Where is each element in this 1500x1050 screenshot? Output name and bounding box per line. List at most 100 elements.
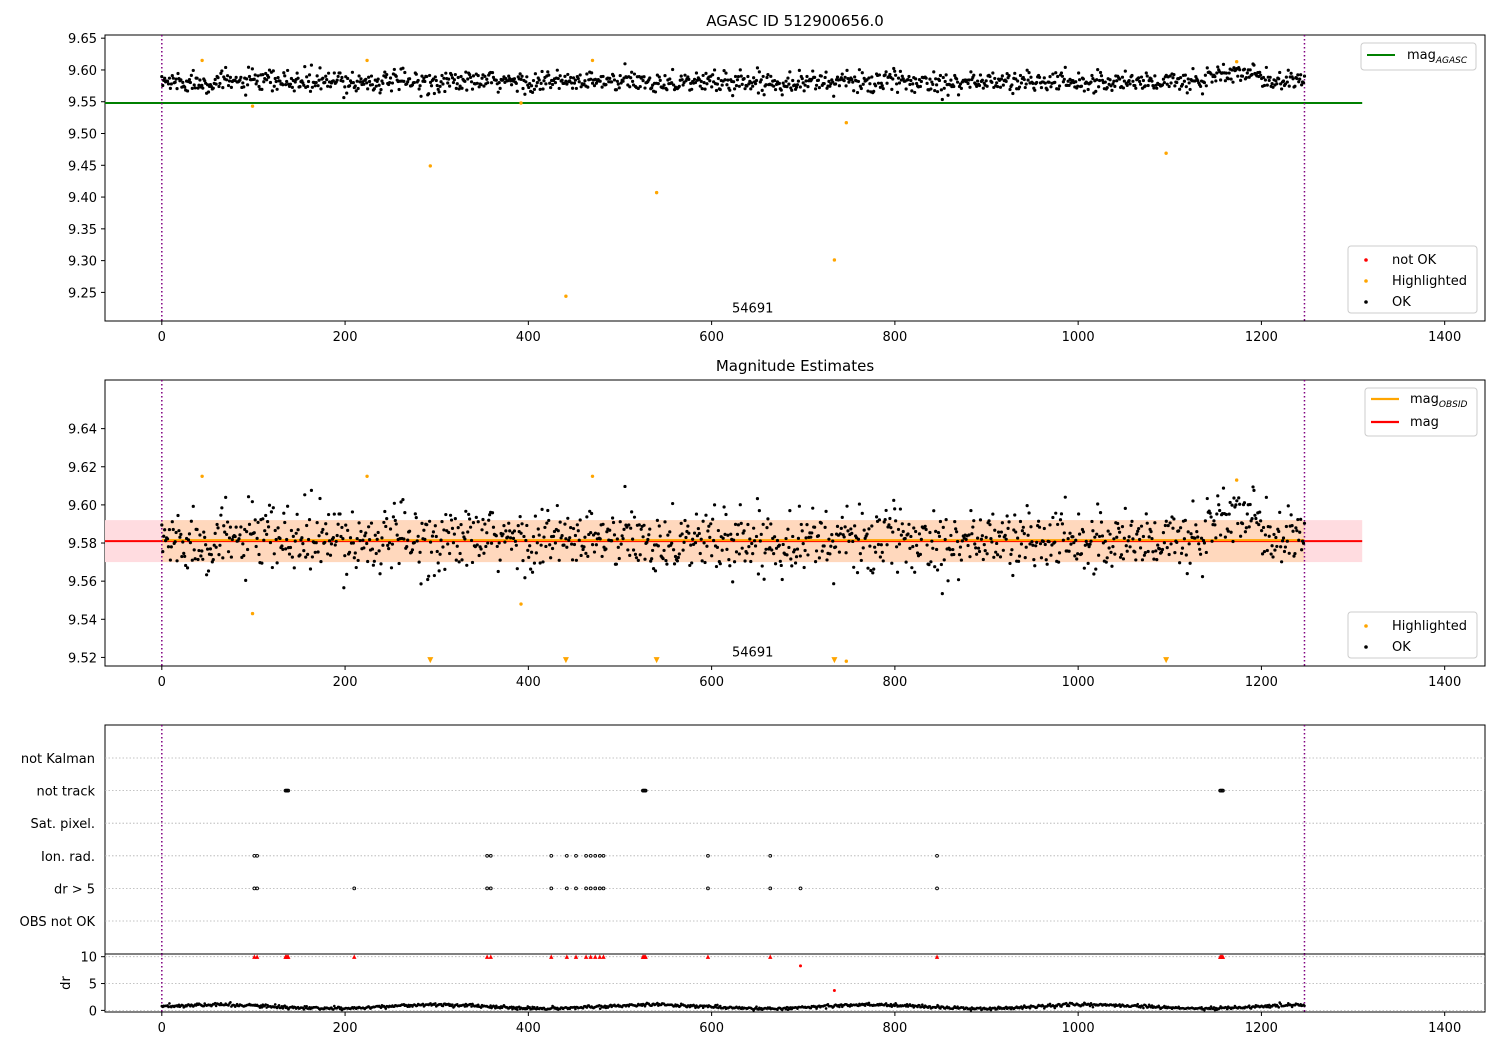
ok-point: [537, 533, 541, 537]
ok-point: [309, 488, 314, 492]
dr-point: [229, 1001, 232, 1004]
ok-point: [1099, 74, 1104, 78]
ok-point: [1027, 71, 1031, 75]
ok-point: [616, 545, 620, 549]
ok-point: [471, 520, 476, 525]
ok-point: [245, 547, 250, 552]
ok-point: [954, 527, 958, 531]
ok-point: [762, 93, 766, 97]
ok-point: [876, 81, 881, 85]
ok-point: [314, 80, 318, 85]
ok-point: [525, 75, 529, 79]
ok-point: [328, 85, 333, 89]
ok-point: [247, 74, 252, 79]
ok-point: [791, 534, 795, 539]
dr-point: [1303, 1004, 1306, 1008]
ok-point: [894, 82, 899, 86]
ok-point: [969, 508, 973, 513]
ok-point: [306, 552, 310, 556]
flag-marker: [597, 886, 602, 891]
ok-point: [193, 557, 197, 561]
ok-point: [161, 549, 165, 554]
ok-point: [873, 545, 877, 549]
ok-point: [757, 508, 761, 513]
ok-point: [975, 84, 979, 88]
ok-point: [393, 518, 397, 523]
ok-point: [1020, 529, 1024, 533]
ok-point: [318, 496, 322, 501]
ok-point: [1259, 529, 1264, 533]
ok-point: [1270, 81, 1274, 86]
ok-point: [1077, 532, 1082, 536]
ok-point: [1200, 575, 1205, 579]
x-tick-label: 0: [158, 1021, 166, 1036]
ok-point: [1127, 78, 1131, 83]
ok-point: [1137, 76, 1141, 80]
ok-point: [1026, 78, 1030, 82]
ok-point: [1022, 77, 1026, 82]
ok-point: [267, 68, 272, 72]
ok-point: [1136, 529, 1140, 533]
dr-point: [302, 1008, 306, 1011]
ok-point: [803, 548, 807, 553]
ok-point: [750, 81, 754, 85]
ok-point: [480, 76, 484, 80]
ok-point: [1244, 75, 1248, 80]
ok-point: [458, 84, 462, 88]
ok-point: [245, 83, 250, 87]
ok-point: [321, 527, 325, 532]
ok-point: [972, 73, 976, 77]
ok-point: [1057, 551, 1062, 555]
dr-capped-marker: [254, 954, 260, 959]
ok-point: [227, 536, 232, 540]
ok-point: [426, 577, 430, 582]
ok-point: [1115, 535, 1119, 539]
chart-title: AGASC ID 512900656.0: [706, 12, 884, 30]
ok-point: [1282, 549, 1287, 554]
ok-point: [553, 81, 558, 85]
ok-point: [946, 579, 950, 583]
ok-point: [1038, 542, 1043, 546]
ok-point: [196, 557, 200, 562]
ok-point: [1287, 551, 1291, 555]
ok-point: [586, 554, 590, 558]
ok-point: [874, 84, 878, 88]
ok-point: [1013, 71, 1017, 75]
ok-point: [850, 77, 854, 82]
ok-point: [1299, 73, 1303, 77]
ok-point: [914, 529, 918, 534]
ok-point: [1051, 72, 1055, 76]
ok-point: [1124, 544, 1128, 548]
ok-point: [394, 522, 398, 526]
ok-point: [937, 534, 942, 538]
ok-point: [890, 87, 894, 91]
ok-point: [378, 91, 382, 95]
flag-category-label: dr > 5: [54, 882, 95, 897]
ok-point: [680, 78, 684, 82]
ok-point: [772, 84, 776, 88]
ok-point: [858, 552, 862, 556]
ok-point: [1213, 523, 1217, 527]
ok-point: [755, 497, 760, 501]
ok-point: [942, 558, 946, 562]
ok-point: [742, 77, 746, 81]
ok-point: [876, 542, 881, 547]
ok-point: [816, 534, 821, 538]
ok-point: [466, 77, 470, 81]
ok-point: [262, 538, 266, 542]
ok-point: [1097, 85, 1101, 89]
ok-point: [1113, 84, 1117, 88]
ok-point: [308, 89, 313, 93]
ok-point: [631, 548, 636, 552]
ok-point: [999, 530, 1004, 534]
ok-point: [894, 545, 899, 549]
ok-point: [1277, 77, 1281, 81]
ok-point: [479, 547, 483, 551]
ok-point: [805, 74, 809, 79]
ok-point: [893, 69, 897, 73]
ok-point: [438, 552, 442, 556]
ok-point: [788, 70, 792, 74]
ok-point: [341, 79, 345, 83]
ok-point: [1122, 536, 1126, 540]
ok-point: [369, 521, 374, 525]
